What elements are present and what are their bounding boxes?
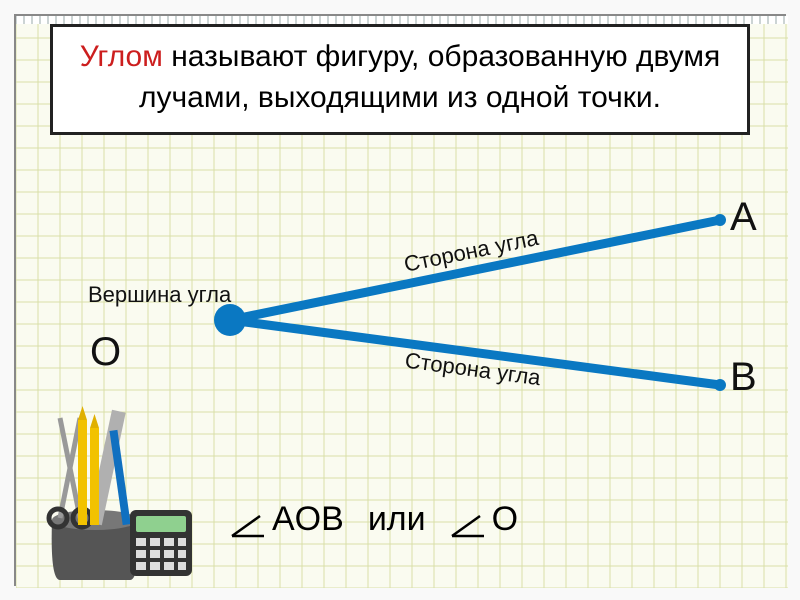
angle-symbol-icon bbox=[450, 508, 486, 532]
point-a-label: A bbox=[730, 195, 757, 240]
point-o-label: O bbox=[90, 330, 121, 375]
notation-aob: AOB bbox=[272, 500, 344, 539]
angle-notation: AOB или O bbox=[230, 500, 518, 539]
definition-box: Углом называют фигуру, образованную двум… bbox=[50, 24, 750, 135]
vertex-label: Вершина угла bbox=[88, 282, 231, 308]
stationery-icon bbox=[30, 400, 200, 580]
definition-highlight: Углом bbox=[80, 40, 163, 73]
angle-symbol-icon bbox=[230, 508, 266, 532]
definition-text: называют фигуру, образованную двумя луча… bbox=[139, 40, 720, 114]
notation-or: или bbox=[368, 500, 426, 539]
point-b-label: B bbox=[730, 355, 757, 400]
notation-o: O bbox=[492, 500, 518, 539]
